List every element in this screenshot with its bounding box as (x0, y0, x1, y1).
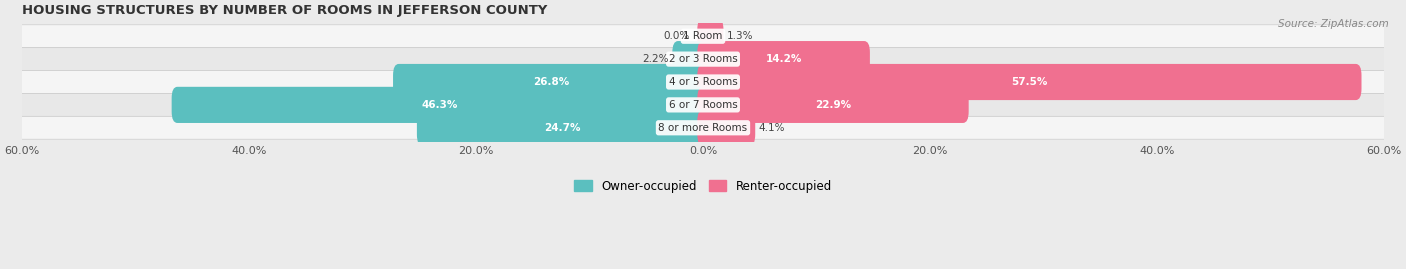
Text: 22.9%: 22.9% (815, 100, 851, 110)
FancyBboxPatch shape (394, 64, 709, 100)
Text: 24.7%: 24.7% (544, 123, 581, 133)
Text: 2 or 3 Rooms: 2 or 3 Rooms (669, 54, 737, 64)
Text: HOUSING STRUCTURES BY NUMBER OF ROOMS IN JEFFERSON COUNTY: HOUSING STRUCTURES BY NUMBER OF ROOMS IN… (21, 4, 547, 17)
FancyBboxPatch shape (697, 18, 724, 54)
FancyBboxPatch shape (21, 70, 1385, 93)
FancyBboxPatch shape (672, 41, 709, 77)
FancyBboxPatch shape (697, 110, 755, 146)
Text: 46.3%: 46.3% (422, 100, 458, 110)
Text: 4.1%: 4.1% (759, 123, 785, 133)
Text: 6 or 7 Rooms: 6 or 7 Rooms (669, 100, 737, 110)
Text: 2.2%: 2.2% (643, 54, 669, 64)
FancyBboxPatch shape (21, 116, 1385, 139)
Text: 26.8%: 26.8% (533, 77, 569, 87)
Text: 0.0%: 0.0% (664, 31, 689, 41)
FancyBboxPatch shape (21, 25, 1385, 48)
Text: 57.5%: 57.5% (1011, 77, 1047, 87)
Text: 8 or more Rooms: 8 or more Rooms (658, 123, 748, 133)
Text: 14.2%: 14.2% (765, 54, 801, 64)
FancyBboxPatch shape (21, 93, 1385, 116)
FancyBboxPatch shape (418, 110, 709, 146)
FancyBboxPatch shape (21, 48, 1385, 70)
FancyBboxPatch shape (697, 41, 870, 77)
Text: Source: ZipAtlas.com: Source: ZipAtlas.com (1278, 19, 1389, 29)
Text: 1.3%: 1.3% (727, 31, 754, 41)
FancyBboxPatch shape (172, 87, 709, 123)
Legend: Owner-occupied, Renter-occupied: Owner-occupied, Renter-occupied (569, 175, 837, 197)
FancyBboxPatch shape (697, 64, 1361, 100)
Text: 1 Room: 1 Room (683, 31, 723, 41)
FancyBboxPatch shape (697, 87, 969, 123)
Text: 4 or 5 Rooms: 4 or 5 Rooms (669, 77, 737, 87)
